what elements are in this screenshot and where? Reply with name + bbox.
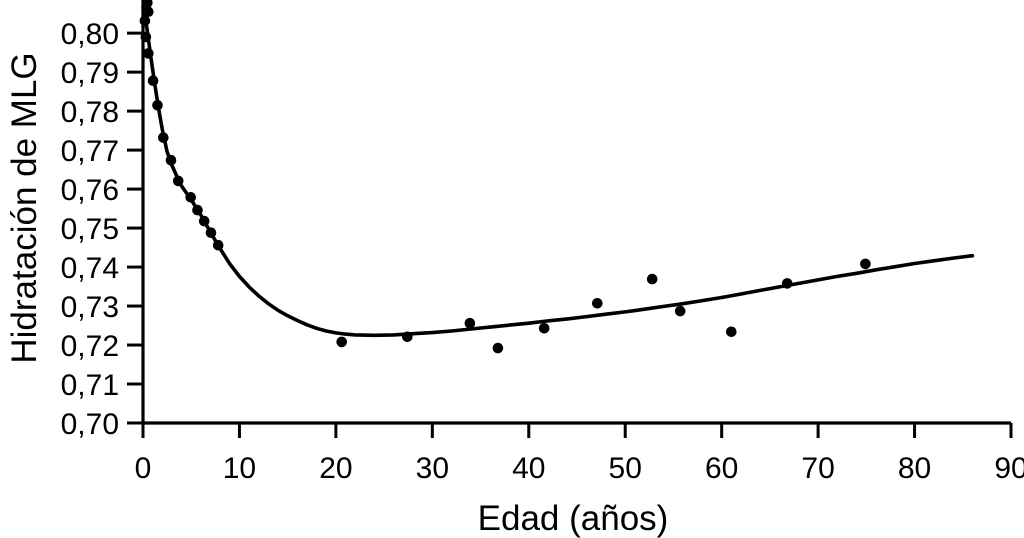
y-tick-label: 0,72 [61,330,119,363]
x-tick-label: 70 [801,452,834,485]
data-point [143,48,154,59]
data-point [646,273,658,285]
data-point [212,239,224,251]
data-point [492,342,504,354]
data-point [152,100,163,111]
y-tick-label: 0,75 [61,213,119,246]
y-tick-label: 0,78 [61,96,119,129]
x-axis-title: Edad (años) [478,499,669,538]
y-tick-label: 0,77 [61,135,119,168]
x-tick-label: 0 [135,452,152,485]
data-point [158,132,169,143]
y-axis-title: Hidratación de MLG [5,52,44,363]
y-tick-label: 0,71 [61,369,119,402]
scatter-points [139,0,871,354]
data-point [165,154,177,166]
data-point [538,323,550,334]
data-point [592,298,603,309]
x-tick-label: 50 [609,452,642,485]
data-point [185,192,196,203]
data-point [139,15,151,26]
data-point [464,317,476,329]
y-tick-label: 0,80 [61,18,119,51]
x-tick-label: 40 [512,452,545,485]
data-point [336,336,348,348]
x-axis-ticks: 0 10 20 30 40 50 60 70 80 90 [135,423,1024,485]
data-point [726,326,737,338]
y-tick-label: 0,74 [61,252,119,285]
data-point [860,258,871,270]
x-tick-label: 60 [705,452,738,485]
data-point [192,204,203,216]
data-point [147,75,159,86]
y-tick-label: 0,79 [61,57,119,90]
x-tick-label: 10 [223,452,256,485]
data-point [142,0,153,8]
y-tick-label: 0,70 [61,408,119,441]
data-point [781,278,793,289]
data-point [140,31,152,43]
data-point [172,175,184,187]
x-tick-label: 20 [319,452,352,485]
x-tick-label: 80 [898,452,931,485]
data-point [674,305,686,317]
data-point [205,227,217,238]
y-axis-ticks: 0,70 0,71 0,72 0,73 0,74 0,75 0,76 0,77 0,78 0,79… [61,18,143,441]
y-tick-label: 0,73 [61,291,119,324]
fitted-curve [141,6,975,338]
data-point [402,331,413,343]
x-tick-label: 30 [416,452,449,485]
x-tick-label: 90 [994,452,1024,485]
data-point [198,215,210,227]
data-point [143,6,154,17]
y-tick-label: 0,76 [61,174,119,207]
